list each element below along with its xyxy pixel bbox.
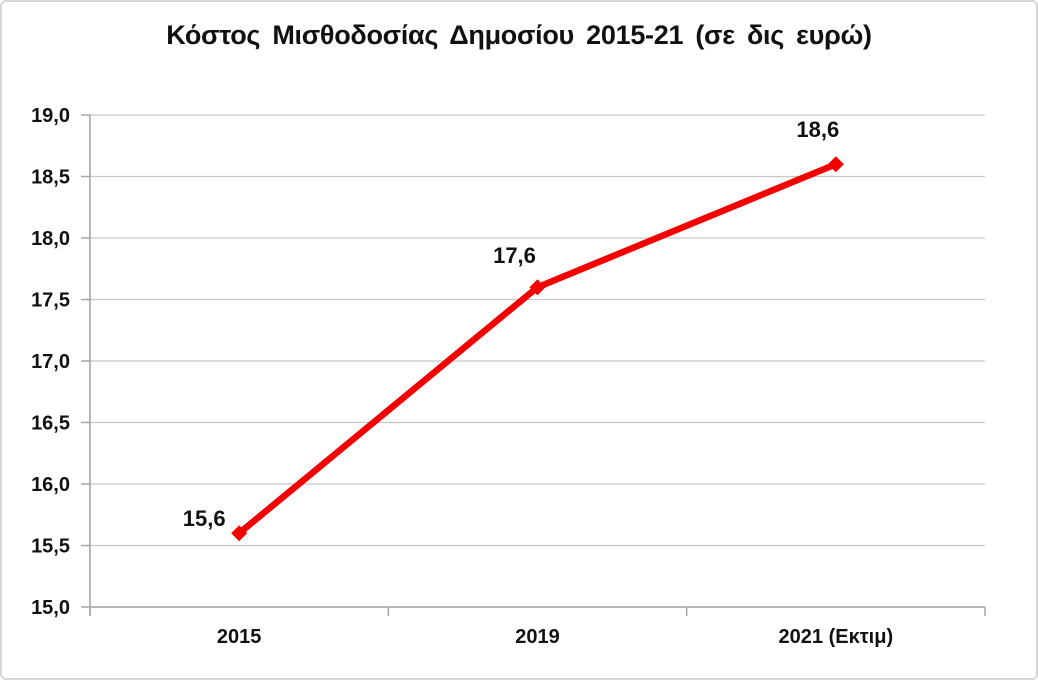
y-axis-tick-label: 16,0 (31, 474, 70, 496)
y-axis-tick-label: 15,5 (31, 536, 70, 558)
y-axis-tick-label: 15,0 (31, 597, 70, 619)
data-point-marker (827, 156, 844, 173)
y-axis-tick-label: 18,5 (31, 167, 70, 189)
y-axis-tick-label: 17,0 (31, 351, 70, 373)
y-axis-tick-label: 18,0 (31, 228, 70, 250)
y-axis-tick-label: 16,5 (31, 413, 70, 435)
x-axis-tick-label: 2021 (Εκτιμ) (779, 626, 894, 648)
x-axis-tick-label: 2019 (515, 626, 560, 648)
data-point-label: 17,6 (493, 243, 536, 268)
y-axis-tick-label: 19,0 (31, 105, 70, 127)
data-point-marker (231, 525, 248, 542)
y-axis-tick-label: 17,5 (31, 290, 70, 312)
x-axis-tick-label: 2015 (217, 626, 262, 648)
series-line (235, 160, 840, 537)
data-point-label: 15,6 (183, 506, 226, 531)
data-point-label: 18,6 (796, 117, 839, 142)
data-point-marker (529, 279, 546, 296)
chart-title: Κόστος Μισθοδοσίας Δημοσίου 2015-21 (σε … (166, 20, 872, 50)
